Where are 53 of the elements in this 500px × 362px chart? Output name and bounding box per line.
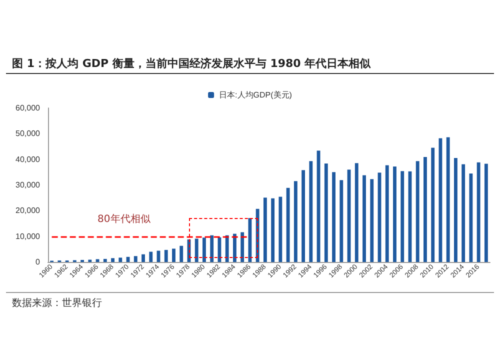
chart-title: 图 1：按人均 GDP 衡量，当前中国经济发展水平与 1980 年代日本相似 bbox=[12, 56, 371, 71]
bar bbox=[111, 258, 114, 262]
bar bbox=[103, 258, 107, 262]
source-note: 数据来源：世界银行 bbox=[12, 296, 102, 310]
bar bbox=[332, 172, 336, 262]
bar bbox=[164, 250, 168, 262]
bar bbox=[309, 161, 313, 262]
bar bbox=[172, 248, 176, 262]
bar bbox=[118, 258, 122, 262]
bar bbox=[202, 238, 206, 262]
bar bbox=[354, 163, 358, 262]
y-tick-label: 10,000 bbox=[16, 232, 41, 241]
bar bbox=[476, 162, 480, 262]
bar bbox=[393, 166, 396, 262]
bar bbox=[431, 148, 435, 262]
bar bbox=[362, 175, 366, 262]
bar bbox=[370, 179, 374, 262]
bar bbox=[424, 157, 427, 262]
annotation: 80年代相似 bbox=[98, 212, 150, 226]
bar bbox=[416, 161, 420, 262]
bar bbox=[180, 246, 184, 262]
bar bbox=[142, 254, 145, 262]
bar bbox=[134, 256, 138, 262]
bar bbox=[240, 232, 244, 262]
bar bbox=[294, 181, 298, 262]
bar bbox=[225, 235, 229, 262]
bar bbox=[400, 171, 404, 262]
bar bbox=[469, 173, 473, 262]
bar bbox=[232, 234, 236, 262]
y-tick-label: 50,000 bbox=[16, 129, 41, 138]
y-tick-label: 20,000 bbox=[16, 206, 41, 216]
bar bbox=[324, 163, 328, 262]
bar bbox=[446, 137, 450, 262]
bar bbox=[96, 259, 100, 262]
bar bbox=[271, 198, 275, 262]
y-tick-label: 30,000 bbox=[16, 180, 41, 190]
bar bbox=[286, 188, 290, 262]
bar bbox=[194, 238, 198, 262]
y-tick-label: 60,000 bbox=[16, 104, 41, 112]
legend-label: 日本:人均GDP(美元) bbox=[219, 90, 292, 100]
bar bbox=[484, 164, 488, 262]
y-tick-label: 0 bbox=[36, 258, 41, 266]
bar bbox=[278, 196, 282, 262]
bar bbox=[263, 198, 267, 262]
bar bbox=[302, 170, 306, 262]
bar bbox=[340, 180, 344, 262]
y-tick-label: 40,000 bbox=[16, 154, 41, 164]
bar bbox=[210, 235, 214, 262]
bar bbox=[385, 165, 389, 262]
bar bbox=[149, 252, 153, 262]
bar bbox=[462, 164, 466, 262]
bar bbox=[454, 158, 458, 262]
bar bbox=[248, 218, 252, 262]
